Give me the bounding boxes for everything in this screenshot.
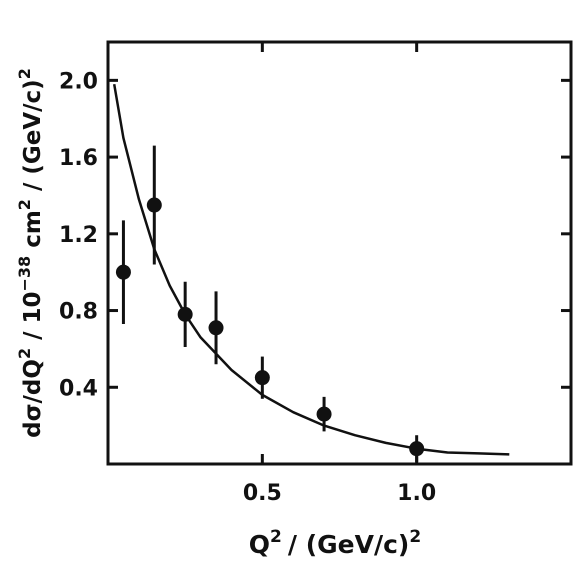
y-axis-label-part: / (GeV/c) — [20, 79, 46, 199]
data-points-layer — [115, 145, 425, 463]
data-point — [316, 406, 332, 422]
y-axis-label-sup: −38 — [15, 256, 34, 292]
fit-curve-layer — [112, 83, 510, 456]
y-axis-tick-labels: 0.4 0.8 1.2 1.6 2.0 — [59, 69, 98, 401]
y-tick-label: 2.0 — [59, 69, 98, 94]
y-axis-label-part: / 10 — [20, 291, 46, 347]
y-axis-ticks — [108, 78, 571, 389]
y-tick-label: 0.8 — [59, 300, 98, 325]
y-tick-label: 0.4 — [59, 376, 98, 401]
y-axis-label: dσ/dQ2 / 10−38 cm2 / (GeV/c)2 — [15, 68, 46, 438]
y-axis-label-sup: 2 — [15, 68, 34, 79]
x-axis-label: Q2/ (GeV/c)2 — [249, 527, 421, 559]
data-point — [409, 441, 425, 457]
data-point — [254, 370, 270, 386]
x-axis-label-sup: 2 — [270, 527, 282, 547]
x-axis-label-main: Q — [249, 530, 270, 559]
y-tick-label: 1.2 — [59, 223, 98, 248]
data-point — [146, 197, 162, 213]
y-axis-label-sup: 2 — [15, 348, 34, 359]
x-axis-tick-labels: 0.5 1.0 — [243, 481, 436, 506]
x-tick-label: 0.5 — [243, 481, 282, 506]
y-axis-label-part: cm — [20, 210, 46, 256]
data-point — [177, 306, 193, 322]
x-axis-label-tail-sup: 2 — [409, 527, 421, 547]
fit-curve — [112, 83, 510, 456]
y-tick-label: 1.6 — [59, 146, 98, 171]
y-axis-label-sup: 2 — [15, 199, 34, 210]
x-tick-label: 1.0 — [397, 481, 436, 506]
x-axis-ticks — [260, 42, 419, 464]
x-axis-label-tail: / (GeV/c) — [288, 530, 409, 559]
plot-frame — [106, 40, 573, 466]
y-axis-label-part: dσ/dQ — [20, 359, 46, 438]
data-point — [115, 264, 131, 280]
data-point — [208, 320, 224, 336]
